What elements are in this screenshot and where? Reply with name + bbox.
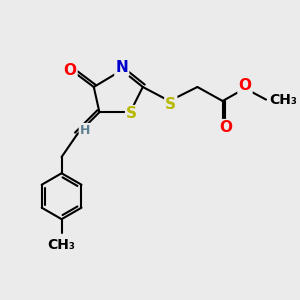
Text: CH₃: CH₃ bbox=[48, 238, 76, 252]
Text: O: O bbox=[64, 63, 76, 78]
Text: O: O bbox=[220, 120, 232, 135]
Text: O: O bbox=[238, 78, 251, 93]
Text: S: S bbox=[165, 97, 176, 112]
Text: N: N bbox=[116, 61, 128, 76]
Text: H: H bbox=[80, 124, 90, 137]
Text: S: S bbox=[126, 106, 137, 121]
Text: CH₃: CH₃ bbox=[269, 93, 297, 106]
